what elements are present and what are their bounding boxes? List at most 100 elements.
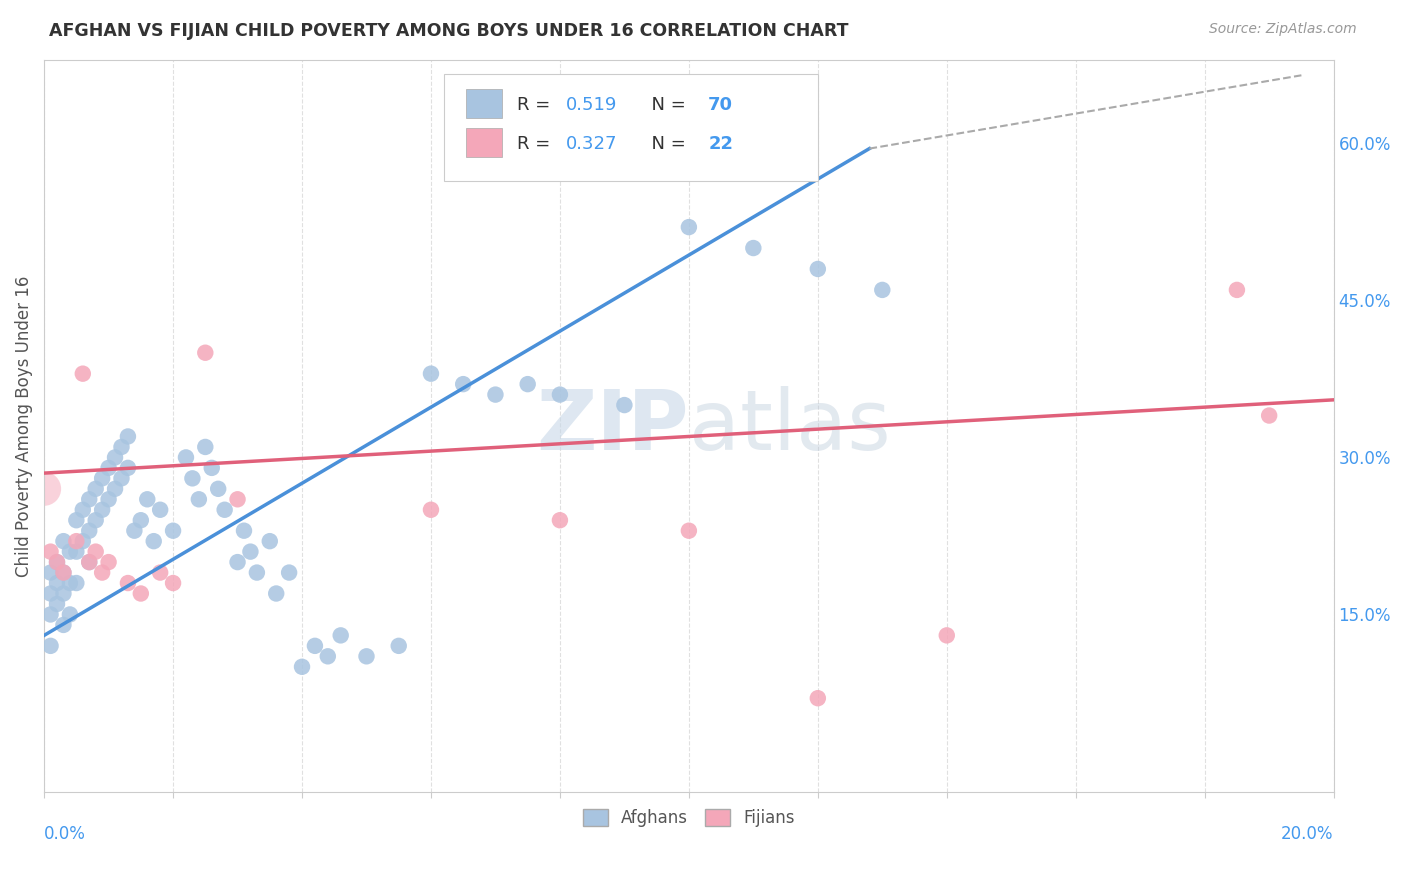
Point bbox=[91, 502, 114, 516]
Point bbox=[136, 492, 159, 507]
Point bbox=[97, 555, 120, 569]
Point bbox=[46, 597, 69, 611]
Text: N =: N = bbox=[640, 135, 692, 153]
Point bbox=[214, 502, 236, 516]
Point bbox=[201, 461, 224, 475]
Point bbox=[39, 607, 62, 622]
Point bbox=[516, 377, 538, 392]
FancyBboxPatch shape bbox=[444, 74, 818, 180]
Point bbox=[97, 461, 120, 475]
Point bbox=[194, 440, 217, 454]
Point bbox=[84, 544, 107, 558]
Point bbox=[233, 524, 256, 538]
Point bbox=[117, 576, 139, 591]
Point bbox=[304, 639, 326, 653]
Point bbox=[420, 502, 443, 516]
Point bbox=[162, 524, 184, 538]
Point bbox=[46, 555, 69, 569]
Text: atlas: atlas bbox=[689, 385, 890, 467]
Point bbox=[84, 513, 107, 527]
Point bbox=[226, 492, 249, 507]
Point bbox=[65, 576, 87, 591]
Point bbox=[935, 628, 957, 642]
Point bbox=[104, 450, 127, 465]
Point bbox=[39, 544, 62, 558]
Point bbox=[77, 524, 100, 538]
Point bbox=[678, 220, 700, 235]
Point bbox=[97, 492, 120, 507]
Text: 22: 22 bbox=[709, 135, 733, 153]
Point bbox=[39, 586, 62, 600]
Point bbox=[91, 471, 114, 485]
Point bbox=[72, 534, 94, 549]
Point bbox=[129, 586, 152, 600]
Point bbox=[548, 387, 571, 401]
Point bbox=[548, 513, 571, 527]
Point bbox=[207, 482, 229, 496]
Point bbox=[194, 345, 217, 359]
Text: ZIP: ZIP bbox=[536, 385, 689, 467]
Point bbox=[181, 471, 204, 485]
Point bbox=[291, 660, 314, 674]
Point bbox=[39, 566, 62, 580]
Point bbox=[110, 471, 132, 485]
Text: 0.519: 0.519 bbox=[567, 96, 617, 114]
Point bbox=[451, 377, 474, 392]
Point bbox=[678, 524, 700, 538]
Point bbox=[52, 618, 75, 632]
Point bbox=[32, 482, 55, 496]
Point bbox=[239, 544, 262, 558]
Point bbox=[39, 639, 62, 653]
Text: 70: 70 bbox=[709, 96, 733, 114]
Point bbox=[187, 492, 209, 507]
Point bbox=[246, 566, 269, 580]
Text: 0.327: 0.327 bbox=[567, 135, 617, 153]
Point bbox=[104, 482, 127, 496]
Y-axis label: Child Poverty Among Boys Under 16: Child Poverty Among Boys Under 16 bbox=[15, 276, 32, 577]
Point bbox=[72, 367, 94, 381]
Point bbox=[613, 398, 636, 412]
Point bbox=[807, 262, 830, 277]
Point bbox=[110, 440, 132, 454]
Point bbox=[117, 461, 139, 475]
Point bbox=[316, 649, 339, 664]
Text: 0.0%: 0.0% bbox=[44, 825, 86, 844]
Point bbox=[77, 555, 100, 569]
Point bbox=[84, 482, 107, 496]
FancyBboxPatch shape bbox=[465, 128, 502, 157]
Point bbox=[46, 576, 69, 591]
Point bbox=[52, 586, 75, 600]
Point bbox=[149, 502, 172, 516]
Point bbox=[65, 544, 87, 558]
FancyBboxPatch shape bbox=[465, 89, 502, 119]
Point bbox=[52, 566, 75, 580]
Point bbox=[226, 555, 249, 569]
Point bbox=[420, 367, 443, 381]
Text: R =: R = bbox=[517, 96, 557, 114]
Text: Source: ZipAtlas.com: Source: ZipAtlas.com bbox=[1209, 22, 1357, 37]
Point bbox=[264, 586, 287, 600]
Point bbox=[52, 534, 75, 549]
Point bbox=[46, 555, 69, 569]
Text: N =: N = bbox=[640, 96, 692, 114]
Point bbox=[142, 534, 165, 549]
Point bbox=[77, 492, 100, 507]
Point bbox=[65, 513, 87, 527]
Point bbox=[117, 429, 139, 443]
Point bbox=[124, 524, 146, 538]
Point bbox=[872, 283, 894, 297]
Point bbox=[1258, 409, 1281, 423]
Text: 20.0%: 20.0% bbox=[1281, 825, 1334, 844]
Point bbox=[91, 566, 114, 580]
Point bbox=[388, 639, 411, 653]
Point bbox=[65, 534, 87, 549]
Point bbox=[278, 566, 301, 580]
Point bbox=[77, 555, 100, 569]
Point bbox=[484, 387, 506, 401]
Text: AFGHAN VS FIJIAN CHILD POVERTY AMONG BOYS UNDER 16 CORRELATION CHART: AFGHAN VS FIJIAN CHILD POVERTY AMONG BOY… bbox=[49, 22, 849, 40]
Point bbox=[807, 691, 830, 706]
Point bbox=[59, 576, 82, 591]
Point bbox=[1226, 283, 1249, 297]
Point bbox=[174, 450, 197, 465]
Point bbox=[59, 607, 82, 622]
